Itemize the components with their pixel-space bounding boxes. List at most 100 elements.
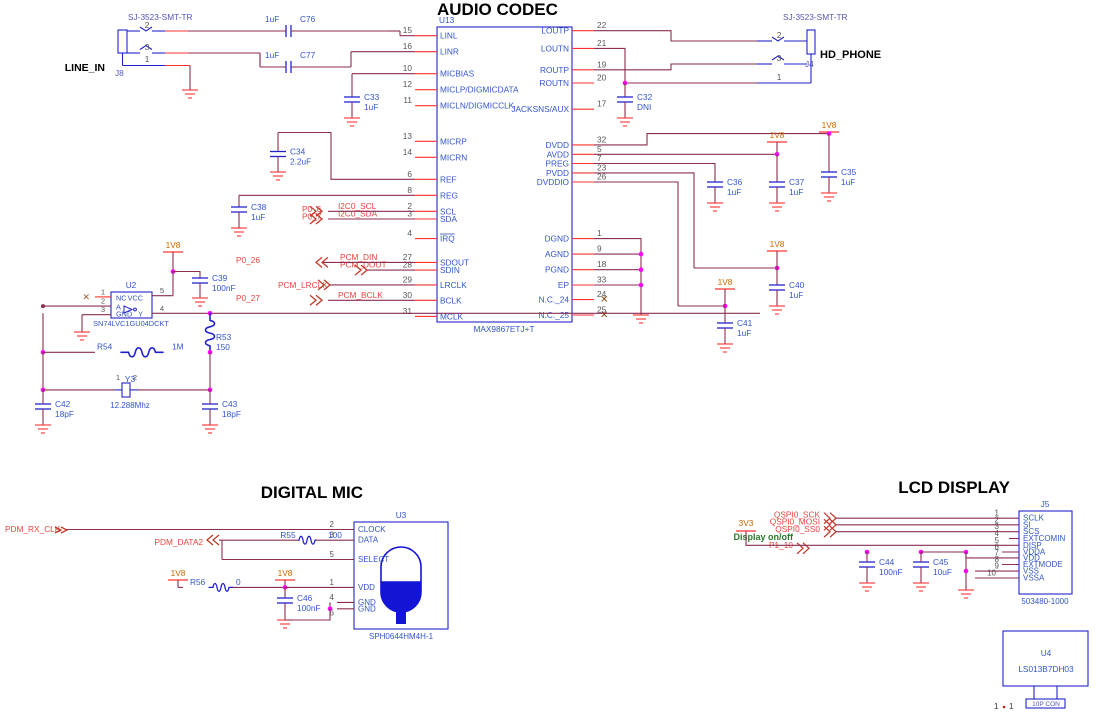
svg-text:17: 17 (597, 99, 607, 109)
svg-text:MAX9867ETJ+T: MAX9867ETJ+T (473, 324, 534, 334)
svg-text:1uF: 1uF (265, 14, 279, 24)
svg-text:NC: NC (116, 294, 127, 303)
svg-text:MICLN/DIGMICCLK: MICLN/DIGMICCLK (440, 101, 515, 111)
svg-text:1M: 1M (172, 341, 184, 351)
svg-text:12.288Mhz: 12.288Mhz (110, 401, 150, 410)
svg-text:SDIN: SDIN (440, 265, 460, 275)
svg-text:100nF: 100nF (879, 567, 903, 577)
svg-text:C43: C43 (222, 399, 238, 409)
svg-text:1V8: 1V8 (718, 277, 733, 287)
svg-text:3: 3 (777, 53, 782, 63)
svg-text:SJ-3523-SMT-TR: SJ-3523-SMT-TR (128, 12, 193, 22)
svg-text:LS013B7DH03: LS013B7DH03 (1018, 664, 1074, 674)
svg-text:4: 4 (160, 304, 164, 313)
svg-text:150: 150 (216, 342, 230, 352)
svg-text:1V8: 1V8 (770, 130, 785, 140)
svg-text:19: 19 (597, 59, 607, 69)
svg-text:1V8: 1V8 (278, 568, 293, 578)
svg-text:U2: U2 (126, 280, 137, 290)
svg-text:22: 22 (597, 20, 607, 30)
svg-text:2: 2 (777, 30, 782, 40)
svg-text:DVDDIO: DVDDIO (537, 177, 570, 187)
svg-text:2: 2 (330, 520, 335, 529)
svg-text:C34: C34 (290, 147, 306, 157)
svg-text:C33: C33 (364, 92, 380, 102)
svg-text:LINR: LINR (440, 47, 459, 57)
svg-text:2: 2 (133, 373, 137, 382)
svg-text:9: 9 (597, 244, 602, 254)
svg-text:5: 5 (160, 286, 164, 295)
svg-text:C35: C35 (841, 167, 857, 177)
svg-text:1V8: 1V8 (171, 568, 186, 578)
svg-text:13: 13 (403, 131, 413, 141)
svg-text:1: 1 (101, 287, 105, 296)
svg-text:BCLK: BCLK (440, 295, 462, 305)
svg-text:Y: Y (138, 310, 143, 319)
svg-text:12: 12 (403, 79, 413, 89)
svg-text:DATA: DATA (358, 536, 379, 545)
svg-text:I2C0_SDA: I2C0_SDA (338, 209, 378, 219)
svg-text:1uF: 1uF (789, 187, 803, 197)
svg-text:C36: C36 (727, 177, 743, 187)
svg-text:1V8: 1V8 (770, 239, 785, 249)
svg-text:1uF: 1uF (737, 328, 751, 338)
svg-text:C39: C39 (212, 273, 228, 283)
svg-text:3: 3 (101, 305, 105, 314)
svg-text:100nF: 100nF (297, 603, 321, 613)
svg-text:11: 11 (403, 95, 412, 105)
svg-text:100nF: 100nF (212, 283, 236, 293)
svg-text:1uF: 1uF (265, 50, 279, 60)
svg-text:MICRN: MICRN (440, 152, 467, 162)
svg-text:VDD: VDD (358, 583, 375, 592)
svg-text:DNI: DNI (637, 102, 651, 112)
svg-text:LOUTP: LOUTP (541, 26, 569, 36)
svg-text:LINE_IN: LINE_IN (65, 62, 105, 74)
svg-text:31: 31 (403, 306, 413, 316)
svg-text:SJ-3523-SMT-TR: SJ-3523-SMT-TR (783, 12, 848, 22)
svg-text:CLOCK: CLOCK (358, 525, 386, 534)
svg-text:10: 10 (403, 63, 413, 73)
svg-text:1V8: 1V8 (166, 240, 181, 250)
svg-text:C32: C32 (637, 92, 653, 102)
svg-text:SDA: SDA (440, 214, 458, 224)
svg-text:C76: C76 (300, 14, 316, 24)
svg-text:C38: C38 (251, 202, 267, 212)
svg-text:15: 15 (403, 25, 413, 35)
svg-text:EP: EP (558, 280, 570, 290)
svg-text:1: 1 (777, 72, 782, 82)
svg-text:4: 4 (330, 593, 335, 602)
svg-text:C46: C46 (297, 593, 313, 603)
svg-text:3V3: 3V3 (739, 518, 754, 528)
svg-text:14: 14 (403, 147, 413, 157)
svg-text:AGND: AGND (545, 249, 569, 259)
svg-text:HD_PHONE: HD_PHONE (820, 49, 881, 61)
svg-text:10uF: 10uF (933, 567, 952, 577)
svg-text:MICBIAS: MICBIAS (440, 69, 475, 79)
svg-text:R53: R53 (216, 332, 232, 342)
svg-text:R56: R56 (190, 577, 206, 587)
svg-text:0: 0 (236, 577, 241, 587)
svg-text:MICLP/DIGMICDATA: MICLP/DIGMICDATA (440, 85, 519, 95)
svg-text:1: 1 (145, 54, 150, 64)
svg-text:503480-1000: 503480-1000 (1021, 597, 1069, 606)
svg-text:100: 100 (328, 530, 342, 540)
svg-text:SELECT: SELECT (358, 555, 389, 564)
svg-text:C45: C45 (933, 557, 949, 567)
svg-text:P0_27: P0_27 (236, 293, 260, 303)
svg-text:16: 16 (403, 41, 413, 51)
svg-text:ROUTN: ROUTN (540, 78, 570, 88)
svg-text:VSSA: VSSA (1023, 574, 1045, 583)
svg-text:R54: R54 (97, 341, 113, 351)
svg-text:C77: C77 (300, 50, 316, 60)
svg-text:18pF: 18pF (55, 409, 74, 419)
svg-text:N.C._24: N.C._24 (539, 295, 570, 305)
svg-text:10P CON: 10P CON (1032, 701, 1060, 708)
svg-text:PGND: PGND (545, 265, 569, 275)
svg-text:DGND: DGND (545, 234, 569, 244)
svg-text:U13: U13 (439, 15, 455, 25)
svg-text:JACKSNS/AUX: JACKSNS/AUX (511, 104, 569, 114)
svg-text:8: 8 (407, 185, 412, 195)
svg-text:GND: GND (358, 604, 376, 613)
svg-text:PCM_DOUT: PCM_DOUT (340, 260, 387, 270)
svg-text:1: 1 (994, 702, 999, 711)
